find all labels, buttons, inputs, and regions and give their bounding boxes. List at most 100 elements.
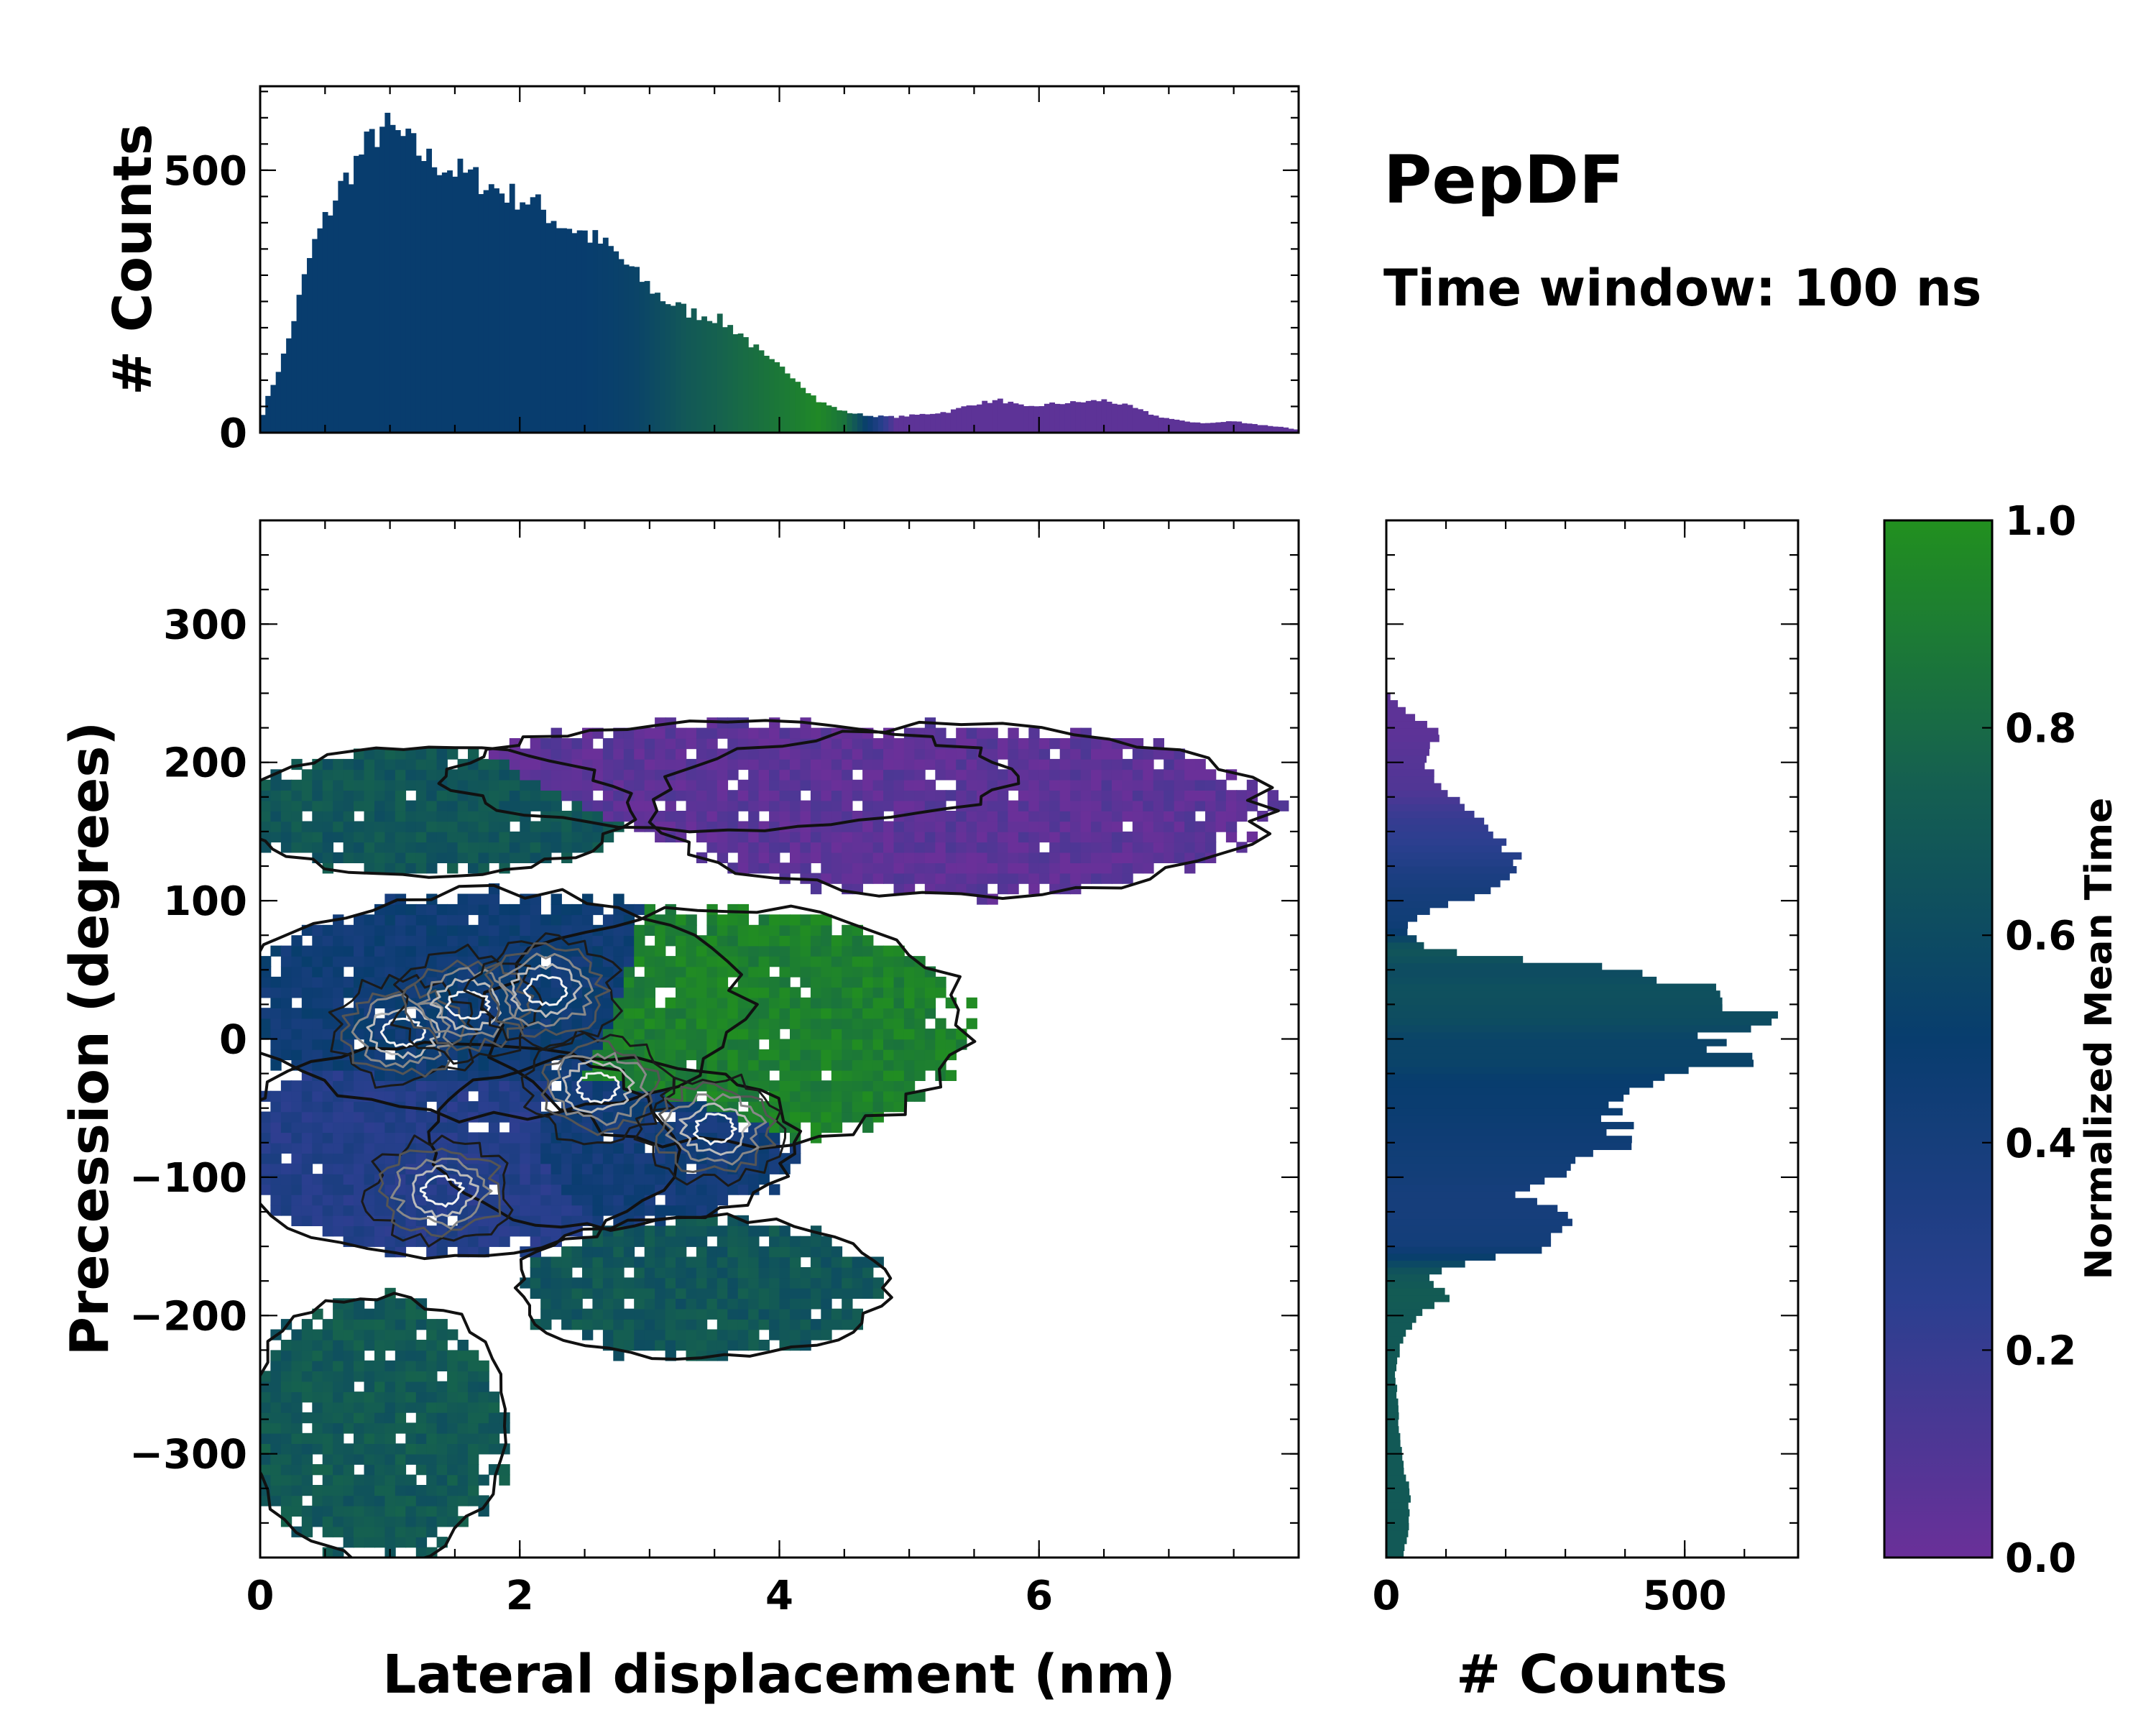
heatmap-cell: [468, 1432, 479, 1444]
heatmap-cell: [384, 1422, 396, 1434]
heatmap-cell: [415, 914, 428, 926]
heatmap-cell: [613, 914, 625, 926]
heatmap-cell: [1018, 862, 1030, 874]
heatmap-cell: [457, 1443, 469, 1455]
heatmap-cell: [364, 1474, 375, 1486]
heatmap-cell: [468, 748, 479, 760]
heatmap-cell: [468, 852, 479, 863]
heatmap-cell: [426, 1464, 438, 1476]
heatmap-cell: [727, 997, 739, 1008]
heatmap-cell: [457, 1381, 469, 1392]
heatmap-cell: [405, 811, 417, 822]
right-histogram-bar: [1386, 804, 1465, 811]
heatmap-cell: [977, 862, 988, 874]
heatmap-cell: [686, 1298, 697, 1310]
heatmap-cell: [842, 1080, 853, 1092]
heatmap-cell: [748, 1225, 760, 1237]
heatmap-cells: [260, 717, 1289, 1558]
heatmap-cell: [966, 873, 977, 884]
heatmap-cell: [1059, 758, 1071, 770]
heatmap-cell: [1028, 831, 1040, 843]
heatmap-cell: [748, 976, 760, 988]
heatmap-cell: [737, 727, 749, 739]
heatmap-cell: [509, 1163, 521, 1174]
heatmap-cell: [550, 924, 562, 936]
right-histogram-bar: [1386, 1481, 1409, 1489]
heatmap-cell: [1215, 790, 1227, 801]
heatmap-cell: [644, 987, 655, 998]
heatmap-cell: [810, 1121, 822, 1133]
heatmap-cell: [540, 1319, 552, 1330]
heatmap-cell: [478, 1392, 489, 1403]
heatmap-cell: [758, 914, 770, 926]
top-histogram-bar: [847, 413, 853, 433]
right-histogram-bar: [1386, 1440, 1401, 1448]
heatmap-cell: [1101, 779, 1112, 791]
heatmap-cell: [800, 1246, 811, 1258]
top-histogram-bar: [1085, 400, 1092, 433]
heatmap-cell: [1153, 779, 1164, 791]
heatmap-cell: [852, 852, 863, 863]
heatmap-cell: [686, 1049, 697, 1061]
heatmap-cell: [395, 1381, 407, 1392]
heatmap-cell: [426, 1371, 438, 1382]
heatmap-cell: [779, 1287, 791, 1299]
heatmap-cell: [665, 1049, 676, 1061]
heatmap-cell: [415, 924, 428, 936]
heatmap-cell: [998, 842, 1009, 853]
heatmap-cell: [260, 956, 272, 967]
heatmap-cell: [602, 1308, 614, 1320]
heatmap-cell: [312, 790, 323, 801]
heatmap-cell: [831, 956, 843, 967]
heatmap-cell: [665, 1205, 676, 1216]
top-histogram-bar: [810, 395, 816, 433]
heatmap-cell: [1111, 769, 1123, 781]
right-histogram-bar: [1386, 1128, 1607, 1136]
heatmap-cell: [686, 779, 697, 791]
heatmap-density-contour: [693, 1113, 737, 1146]
heatmap-cell: [676, 1329, 687, 1340]
heatmap-cell: [914, 1039, 926, 1050]
heatmap-cell: [748, 1287, 760, 1299]
heatmap-cell: [613, 738, 625, 750]
heatmap-cell: [312, 956, 323, 967]
right-histogram-bar: [1386, 1018, 1772, 1026]
right-histogram-bar: [1386, 1315, 1416, 1323]
heatmap-cell: [737, 1236, 749, 1247]
heatmap-cell: [291, 1153, 303, 1164]
heatmap-cell: [499, 842, 510, 853]
heatmap-cell: [395, 862, 407, 874]
heatmap-cell: [737, 1039, 749, 1050]
right-histogram-bar: [1386, 811, 1475, 819]
heatmap-cell: [1174, 790, 1185, 801]
heatmap-cell: [810, 1329, 822, 1340]
top-histogram-bar: [977, 404, 982, 433]
heatmap-cell: [831, 1008, 843, 1019]
heatmap-cell: [436, 903, 448, 916]
heatmap-cell: [488, 945, 500, 957]
top-histogram-bar: [260, 415, 266, 433]
heatmap-cell: [748, 966, 760, 978]
heatmap-cell: [322, 1215, 333, 1226]
heatmap-cell: [322, 956, 333, 967]
heatmap-cell: [354, 1121, 365, 1133]
heatmap-cell: [676, 1029, 687, 1040]
heatmap-cell: [530, 1184, 541, 1195]
heatmap-cell: [903, 748, 916, 760]
heatmap-cell: [415, 1360, 428, 1371]
heatmap-cell: [717, 1329, 729, 1340]
heatmap-cell: [717, 1225, 729, 1237]
heatmap-cell: [343, 1080, 354, 1092]
heatmap-cell: [270, 1422, 282, 1434]
heatmap-cell: [415, 1485, 428, 1496]
top-histogram-bar: [691, 308, 697, 433]
top-histogram-bar: [1008, 401, 1014, 433]
heatmap-cell: [956, 883, 967, 895]
heatmap-cell: [727, 1225, 739, 1237]
heatmap-cell: [457, 1464, 469, 1476]
heatmap-cell: [405, 903, 417, 916]
heatmap-cell: [468, 1142, 479, 1154]
heatmap-cell: [1038, 738, 1051, 750]
top-histogram-bar: [935, 413, 941, 433]
top-histogram-bar: [535, 194, 541, 433]
